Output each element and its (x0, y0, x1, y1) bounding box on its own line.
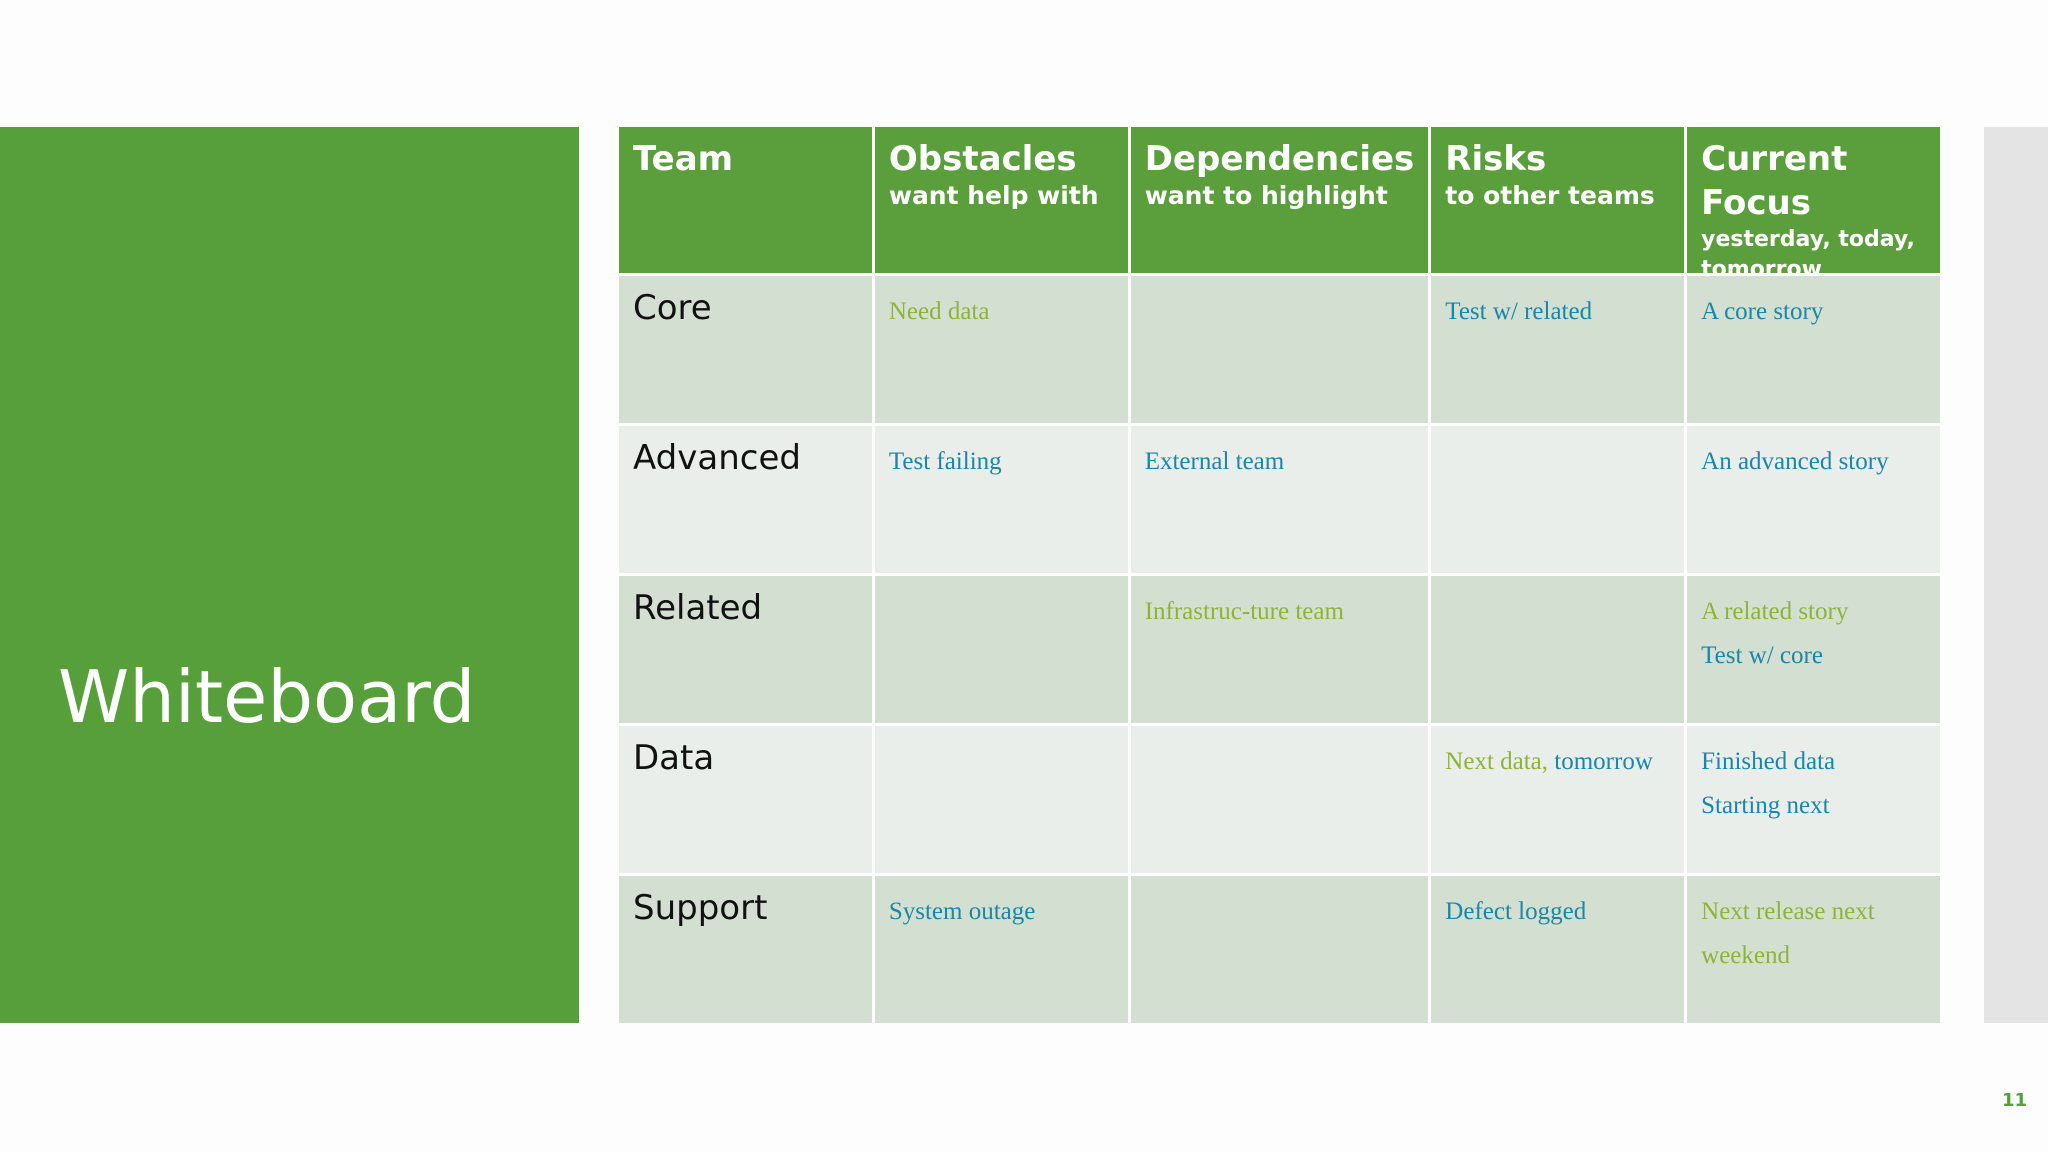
cell (1130, 876, 1429, 1023)
cell (1431, 576, 1685, 723)
cell (874, 726, 1128, 873)
cell-text: System outage (888, 898, 1036, 925)
team-cell: Core (619, 276, 872, 423)
header-cell: Obstacles want help with (874, 127, 1128, 273)
team-cell: Support (619, 876, 872, 1023)
header-subtitle: want help with (888, 181, 1099, 210)
cell: Defect logged (1431, 876, 1685, 1023)
slide-title: Whiteboard (58, 655, 476, 739)
cell-text: A related story (1701, 598, 1849, 625)
team-cell: Advanced (619, 426, 872, 573)
cell: Test w/ related (1431, 276, 1685, 423)
cell: Next release next weekend (1687, 876, 1940, 1023)
cell: An advanced story (1687, 426, 1940, 573)
cell-text: Starting next (1701, 792, 1830, 819)
cell-text: tomorrow (1554, 748, 1653, 775)
header-title: Risks (1445, 139, 1547, 179)
header-cell: Current Focus yesterday, today, tomorrow (1687, 127, 1940, 282)
header-title: Dependencies (1144, 139, 1415, 179)
header-title: Team (633, 139, 734, 179)
cell: Need data (874, 276, 1128, 423)
cell-text: Need data (888, 298, 990, 325)
cell-text: A core story (1701, 298, 1824, 325)
cell: A core story (1687, 276, 1940, 423)
header-subtitle: want to highlight (1144, 181, 1388, 210)
cell-text: Finished data (1701, 748, 1836, 775)
cell (1130, 276, 1429, 423)
cell-text: An advanced story (1701, 448, 1889, 475)
page-number: 11 (2002, 1090, 2028, 1111)
cell (1431, 426, 1685, 573)
cell: External team (1130, 426, 1429, 573)
cell-text: Test w/ related (1445, 298, 1593, 325)
cell-line: Next data, tomorrow (1445, 740, 1670, 784)
header-subtitle: to other teams (1445, 181, 1655, 210)
cell-text: Test failing (888, 448, 1002, 475)
header-cell: Team (619, 127, 872, 273)
team-cell: Data (619, 726, 872, 873)
cell: System outage (874, 876, 1128, 1023)
team-cell: Related (619, 576, 872, 723)
header-title: Obstacles (888, 139, 1077, 179)
title-panel: Whiteboard (0, 127, 579, 1023)
cell: Test failing (874, 426, 1128, 573)
whiteboard-table: Team Obstacles want help with Dependencie… (619, 127, 1940, 1023)
cell: Finished data Starting next (1687, 726, 1940, 873)
cell-text: Defect logged (1445, 898, 1587, 925)
cell (874, 576, 1128, 723)
header-subtitle: yesterday, today, tomorrow (1701, 227, 1915, 282)
cell: Infrastruc-ture team (1130, 576, 1429, 723)
header-cell: Risks to other teams (1431, 127, 1685, 273)
cell-text: Infrastruc-ture team (1144, 598, 1344, 625)
cell-text: External team (1144, 448, 1285, 475)
cell: Next data, tomorrow (1431, 726, 1685, 873)
side-strip (1984, 127, 2048, 1023)
cell-text: Next release next weekend (1701, 898, 1875, 969)
cell-text: Test w/ core (1701, 642, 1823, 669)
header-title: Current Focus (1701, 139, 1848, 223)
cell: A related story Test w/ core (1687, 576, 1940, 723)
cell-text: Next data, (1445, 748, 1549, 775)
cell (1130, 726, 1429, 873)
header-cell: Dependencies want to highlight (1130, 127, 1429, 273)
